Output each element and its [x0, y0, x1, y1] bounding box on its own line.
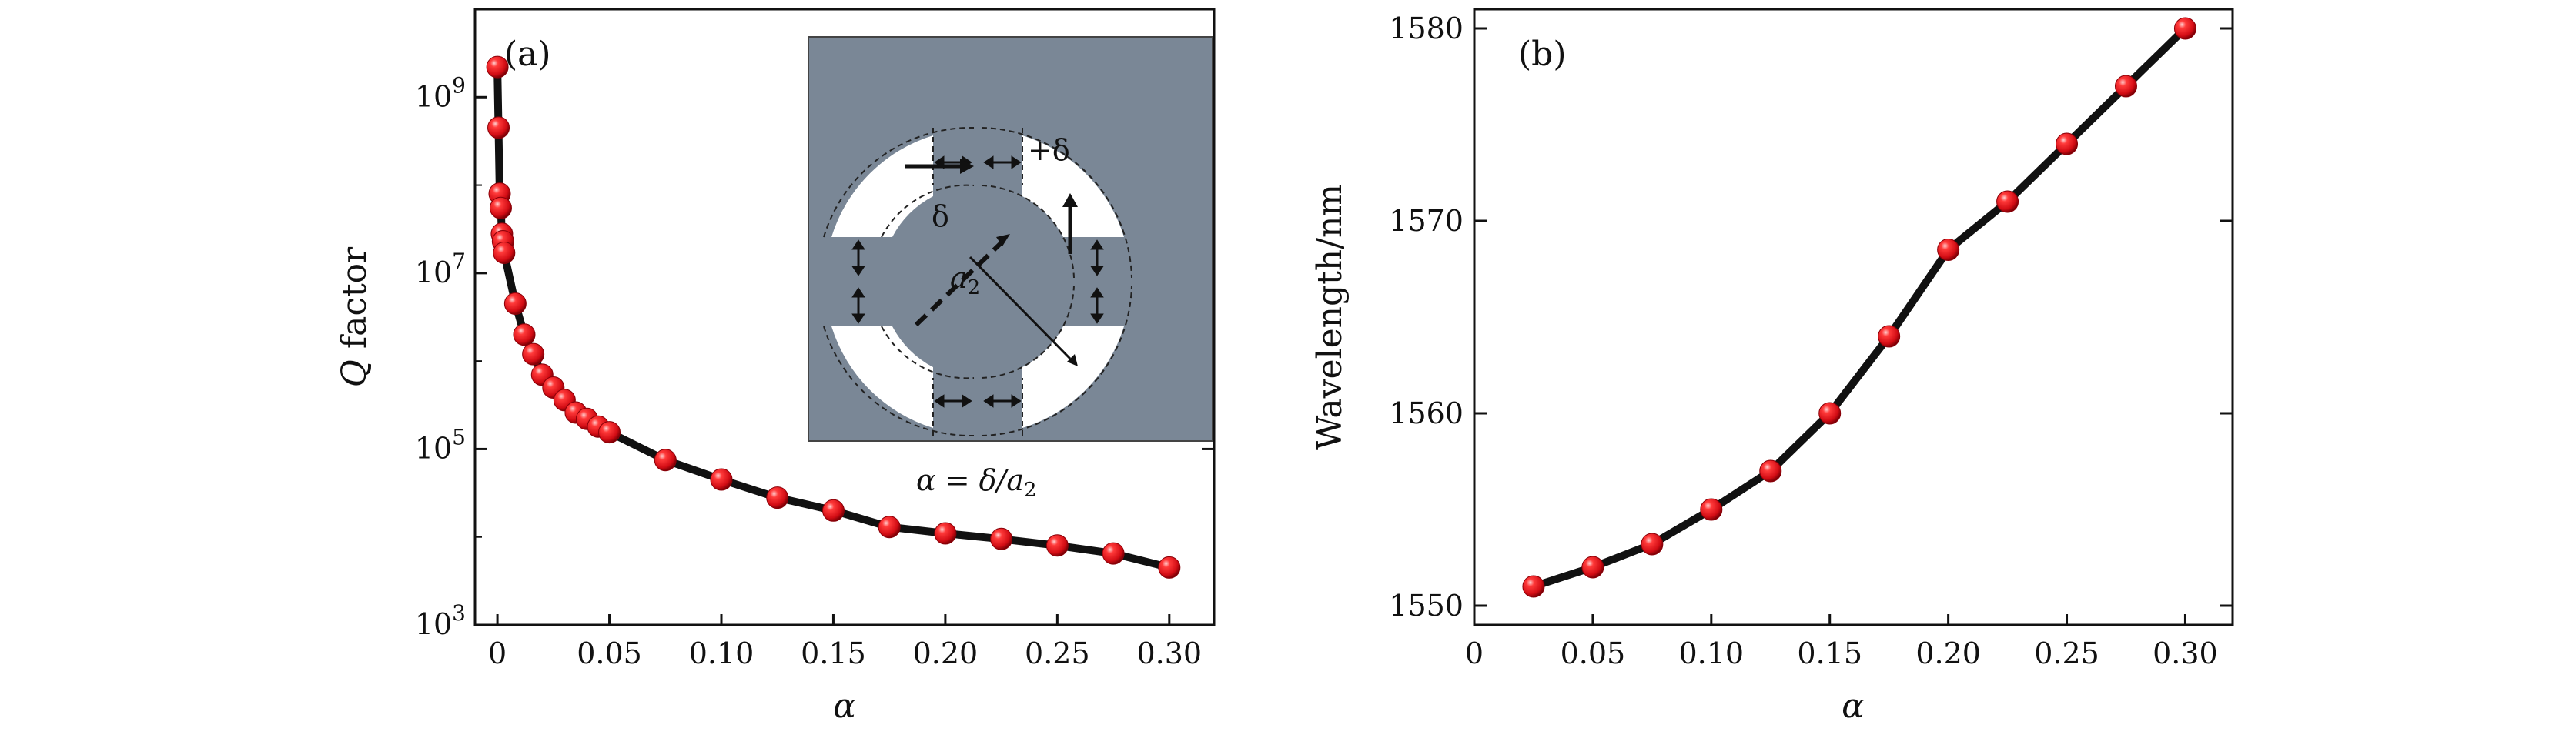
panel-a-x-tick-label: 0.05 [577, 636, 642, 670]
delta-dashed-line [914, 241, 1003, 327]
panel-b-y-tick-label: 1570 [1389, 204, 1464, 238]
panel-a-data-point [934, 522, 957, 545]
radius-arrow-line [969, 256, 1072, 360]
panel-a-y-tick-label: 105 [415, 424, 466, 465]
panel-b-data-point [1818, 402, 1842, 425]
panel-a-y-tick-label: 109 [415, 72, 466, 113]
shift-arrow-right-head [960, 159, 974, 174]
panel-b-y-tick-label: 1580 [1389, 12, 1464, 45]
panel-a-data-point [821, 499, 845, 522]
panel-a-data-point [1158, 556, 1181, 579]
inset-diagram: +δ δ a2 [808, 36, 1213, 442]
alpha-definition-caption: α = δ/a2 [916, 463, 1037, 502]
panel-b-data-point [2114, 75, 2137, 98]
panel-b-y-title: Wavelength/nm [1310, 184, 1350, 450]
panel-a-data-point [522, 342, 545, 366]
panel-a-frame [473, 8, 1216, 626]
panel-b: (b) 0 0.05 0.10 0.15 0.20 0.25 0.30 1550156015… [1310, 8, 2234, 726]
panel-a-x-tick-label: 0.15 [801, 636, 866, 670]
panel-b-markers [1522, 17, 2196, 598]
panel-a-x-tick-label: 0.25 [1025, 636, 1090, 670]
panel-b-x-tick-label: 0.05 [1561, 636, 1626, 670]
panel-a: (a) 0 0.05 0.10 0.15 0.20 0.25 0.30 1091071051… [335, 8, 1216, 726]
panel-a-x-ticks: 0 0.05 0.10 0.15 0.20 0.25 0.30 [488, 614, 1202, 670]
panel-a-data-point [1102, 542, 1125, 565]
panel-b-data-point [1700, 498, 1723, 521]
panel-b-y-ticks: 1550 1560 1570 1580 [1389, 12, 2233, 623]
panel-b-x-tick-label: 0.20 [1915, 636, 1981, 670]
panel-a-x-title: α [833, 687, 856, 726]
panel-a-data-point [486, 55, 509, 79]
panel-a-data-point [493, 242, 516, 265]
ring-segment-top-right [1022, 135, 1124, 237]
panel-b-data-point [1522, 575, 1545, 598]
delta-arrow-head [996, 234, 1010, 246]
panel-a-data-point [766, 486, 789, 509]
panel-b-x-title: α [1842, 687, 1865, 726]
panel-b-data-point [1878, 325, 1901, 348]
panel-b-data-point [1581, 556, 1604, 579]
panel-b-series-line [1530, 25, 2190, 590]
panel-a-x-tick-label: 0.30 [1137, 636, 1203, 670]
panel-b-y-tick-label: 1550 [1389, 589, 1464, 623]
panel-a-x-tick-label: 0.20 [913, 636, 979, 670]
inset-delta-label: δ [932, 199, 949, 233]
panel-b-data-point [1759, 459, 1782, 483]
panel-a-data-point [503, 292, 527, 315]
panel-a-y-tick-label: 103 [415, 600, 466, 641]
panel-a-x-tick-label: 0.10 [689, 636, 754, 670]
ring-segment-top-left [831, 135, 933, 237]
panel-a-label: (a) [504, 35, 551, 74]
panel-b-x-ticks: 0 0.05 0.10 0.15 0.20 0.25 0.30 [1465, 614, 2218, 670]
panel-b-data-point [2056, 132, 2079, 155]
inset-plus-delta-label: +δ [1028, 133, 1070, 167]
panel-a-data-point [487, 116, 510, 139]
inset-radius-label: a2 [950, 261, 980, 299]
panel-a-data-point [489, 196, 512, 219]
ring-segment-bottom-left [831, 326, 933, 428]
panel-a-y-title: Q factor [335, 246, 374, 387]
panel-b-x-tick-label: 0.10 [1679, 636, 1745, 670]
radius-arrow-head [1067, 354, 1078, 366]
panel-a-data-point [598, 421, 621, 444]
panel-b-x-tick-label: 0.15 [1797, 636, 1862, 670]
panel-a-y-ticks: 109 107 105 103 [415, 72, 1214, 641]
panel-a-data-point [654, 449, 677, 472]
panel-b-y-tick-label: 1560 [1389, 396, 1464, 430]
shift-arrow-up-head [1062, 193, 1078, 207]
panel-b-x-tick-label: 0.25 [2034, 636, 2099, 670]
shifted-outlines [823, 126, 1132, 437]
panel-a-data-point [710, 468, 733, 491]
panel-b-frame [1473, 8, 2234, 626]
panel-a-data-point [513, 323, 536, 346]
panel-a-y-tick-label: 107 [415, 249, 466, 289]
panel-a-data-point [878, 516, 901, 539]
panel-b-label: (b) [1518, 35, 1567, 74]
panel-b-data-point [2173, 17, 2196, 40]
panel-a-data-point [1045, 534, 1069, 557]
panel-b-data-point [1641, 533, 1664, 556]
panel-b-data-point [1996, 190, 2019, 213]
panel-b-x-tick-label: 0 [1465, 636, 1484, 670]
panel-b-data-point [1937, 239, 1960, 261]
panel-a-markers [486, 55, 1181, 579]
panel-b-x-tick-label: 0.30 [2153, 636, 2218, 670]
ring-segment-bottom-right [1022, 326, 1124, 428]
panel-a-x-tick-label: 0 [488, 636, 507, 670]
panel-a-data-point [990, 527, 1013, 550]
